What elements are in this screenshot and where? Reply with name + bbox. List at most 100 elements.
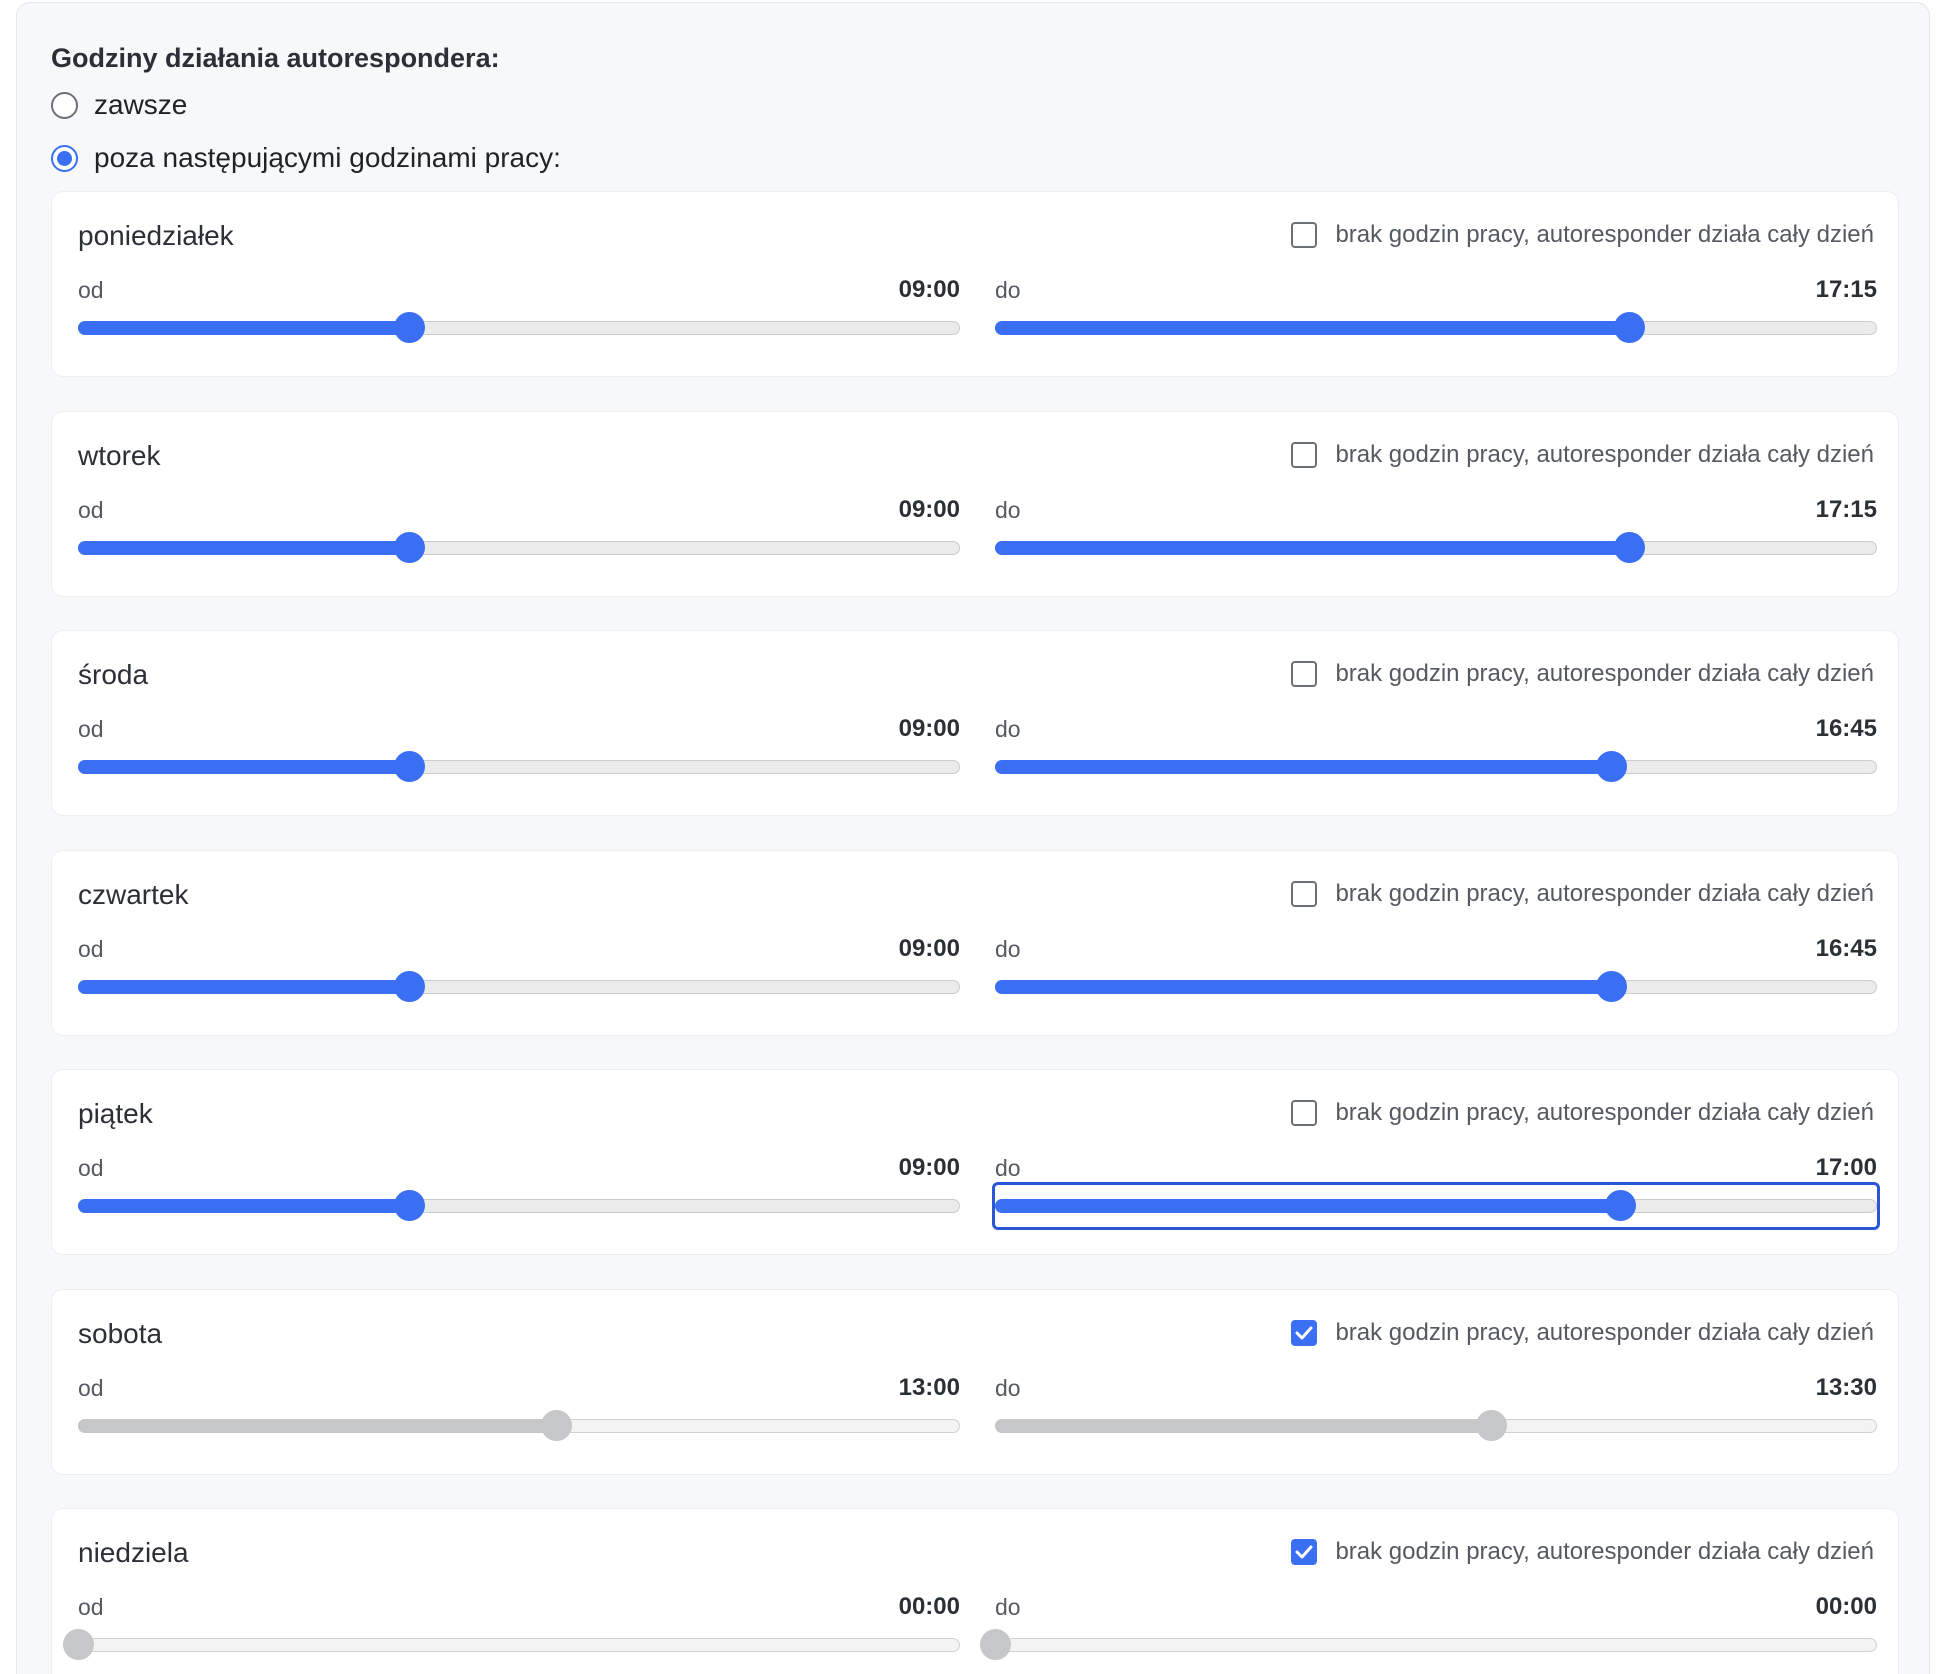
section-title: Godziny działania autorespondera: — [51, 43, 500, 73]
slider-thumb[interactable] — [980, 1629, 1011, 1660]
allday-checkbox[interactable] — [1291, 1539, 1318, 1565]
slider-fill — [78, 979, 409, 994]
to-label: do — [995, 277, 1021, 303]
to-time-slider[interactable] — [995, 531, 1877, 563]
from-time-value: 09:00 — [898, 495, 960, 523]
from-time-value: 00:00 — [898, 1593, 960, 1620]
slider-track[interactable] — [995, 1638, 1877, 1652]
from-time-value: 09:00 — [898, 1154, 960, 1181]
day-card-sobota: sobota brak godzin pracy, autoresponder … — [51, 1288, 1899, 1475]
slider-thumb[interactable] — [1596, 751, 1627, 782]
allday-checkbox[interactable] — [1291, 661, 1318, 687]
day-name: sobota — [78, 1317, 163, 1349]
day-name: piątek — [78, 1098, 153, 1129]
slider-thumb[interactable] — [394, 751, 425, 782]
slider-fill — [78, 1199, 409, 1213]
day-name: środa — [78, 659, 149, 690]
to-label: do — [995, 1155, 1021, 1181]
slider-thumb[interactable] — [1596, 970, 1627, 1002]
check-icon — [1295, 1545, 1313, 1559]
allday-checkbox-row[interactable]: brak godzin pracy, autoresponder działa … — [1291, 1099, 1874, 1127]
allday-checkbox[interactable] — [1291, 880, 1318, 907]
day-card-poniedzialek: poniedziałek brak godzin pracy, autoresp… — [51, 191, 1899, 377]
allday-label: brak godzin pracy, autoresponder działa … — [1335, 1099, 1874, 1126]
to-time-value: 17:00 — [1815, 1154, 1877, 1181]
day-card-czwartek: czwartek brak godzin pracy, autoresponde… — [51, 849, 1899, 1036]
allday-checkbox-row[interactable]: brak godzin pracy, autoresponder działa … — [1291, 1538, 1874, 1566]
allday-label: brak godzin pracy, autoresponder działa … — [1335, 1318, 1874, 1346]
to-time-value: 16:45 — [1815, 934, 1877, 962]
check-icon — [1295, 1326, 1313, 1339]
slider-thumb[interactable] — [394, 970, 425, 1002]
day-name: czwartek — [78, 878, 189, 910]
allday-label: brak godzin pracy, autoresponder działa … — [1335, 660, 1874, 687]
from-time-slider[interactable] — [78, 1190, 960, 1221]
allday-checkbox[interactable] — [1291, 1100, 1318, 1126]
slider-fill — [78, 1418, 556, 1433]
slider-track[interactable] — [78, 1638, 960, 1652]
slider-thumb[interactable] — [1476, 1409, 1507, 1441]
from-time-slider[interactable] — [78, 1409, 960, 1441]
slider-thumb[interactable] — [394, 531, 425, 563]
allday-label: brak godzin pracy, autoresponder działa … — [1335, 879, 1874, 907]
allday-checkbox-row[interactable]: brak godzin pracy, autoresponder działa … — [1291, 221, 1874, 249]
from-time-value: 09:00 — [898, 715, 960, 742]
radio-outside-hours[interactable]: poza następującymi godzinami pracy: — [51, 142, 561, 174]
to-time-slider[interactable] — [995, 970, 1877, 1002]
to-time-slider[interactable] — [992, 1182, 1880, 1230]
allday-checkbox-row[interactable]: brak godzin pracy, autoresponder działa … — [1291, 1319, 1874, 1347]
allday-checkbox-row[interactable]: brak godzin pracy, autoresponder działa … — [1291, 880, 1874, 908]
from-label: od — [78, 935, 104, 962]
from-time-slider[interactable] — [78, 531, 960, 563]
from-time-slider[interactable] — [78, 970, 960, 1002]
from-label: od — [78, 1155, 104, 1181]
slider-thumb[interactable] — [63, 1629, 94, 1660]
allday-label: brak godzin pracy, autoresponder działa … — [1335, 221, 1874, 248]
from-time-slider[interactable] — [78, 751, 960, 782]
radio-always[interactable]: zawsze — [51, 89, 187, 121]
day-card-piatek: piątek brak godzin pracy, autoresponder … — [51, 1069, 1899, 1255]
to-time-slider[interactable] — [995, 751, 1877, 782]
to-label: do — [995, 716, 1021, 742]
day-card-wtorek: wtorek brak godzin pracy, autoresponder … — [51, 410, 1899, 597]
to-label: do — [995, 1594, 1021, 1620]
allday-label: brak godzin pracy, autoresponder działa … — [1335, 440, 1874, 468]
allday-checkbox-row[interactable]: brak godzin pracy, autoresponder działa … — [1291, 441, 1874, 469]
slider-fill — [995, 321, 1629, 335]
slider-fill — [995, 760, 1611, 774]
from-time-slider[interactable] — [78, 312, 960, 343]
to-time-slider[interactable] — [995, 1409, 1877, 1441]
slider-thumb[interactable] — [1614, 312, 1645, 343]
day-card-niedziela: niedziela brak godzin pracy, autorespond… — [51, 1508, 1899, 1674]
slider-fill — [78, 760, 409, 774]
from-time-value: 09:00 — [898, 934, 960, 962]
day-name: niedziela — [78, 1537, 189, 1568]
from-label: od — [78, 496, 104, 523]
to-time-slider[interactable] — [995, 312, 1877, 343]
radio-circle[interactable] — [51, 144, 78, 172]
allday-checkbox[interactable] — [1291, 441, 1318, 468]
to-time-slider[interactable] — [980, 1629, 1877, 1660]
from-label: od — [78, 716, 104, 742]
slider-thumb[interactable] — [394, 1190, 425, 1221]
from-time-value: 09:00 — [898, 276, 960, 303]
allday-checkbox[interactable] — [1291, 222, 1318, 248]
radio-circle[interactable] — [51, 91, 78, 119]
from-time-slider[interactable] — [63, 1629, 960, 1660]
allday-checkbox-row[interactable]: brak godzin pracy, autoresponder działa … — [1291, 660, 1874, 688]
from-time-value: 13:00 — [898, 1373, 960, 1401]
from-label: od — [78, 277, 104, 303]
slider-thumb[interactable] — [1614, 531, 1645, 563]
to-time-value: 13:30 — [1815, 1373, 1877, 1401]
slider-thumb[interactable] — [541, 1409, 572, 1441]
slider-fill — [995, 1199, 1620, 1213]
day-card-sroda: środa brak godzin pracy, autoresponder d… — [51, 630, 1899, 816]
to-label: do — [995, 935, 1021, 962]
radio-always-label: zawsze — [94, 89, 188, 120]
slider-thumb[interactable] — [1605, 1190, 1636, 1221]
day-name: wtorek — [78, 439, 161, 471]
to-time-value: 16:45 — [1815, 715, 1877, 742]
slider-fill — [995, 540, 1629, 555]
allday-checkbox[interactable] — [1291, 1319, 1318, 1346]
slider-thumb[interactable] — [394, 312, 425, 343]
